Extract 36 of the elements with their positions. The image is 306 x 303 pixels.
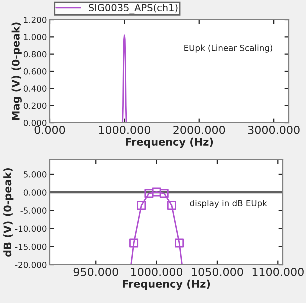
annotation: EUpk (Linear Scaling) — [184, 44, 272, 53]
point — [152, 188, 162, 197]
y-tick-label: 1.200 — [24, 16, 47, 24]
point — [160, 189, 169, 198]
y-tick-label: -10.000 — [15, 226, 47, 232]
x-tick-label: 1100.000 — [252, 268, 304, 276]
point — [167, 201, 176, 210]
x-axis-title: Frequency (Hz) — [126, 138, 214, 148]
y-tick-label: 1.000 — [24, 34, 47, 40]
point — [144, 189, 154, 198]
point — [137, 201, 146, 210]
x-tick-label: 2000.000 — [174, 126, 226, 134]
y-tick-label: 5.000 — [24, 171, 47, 178]
x-tick-label: 3000.000 — [248, 126, 300, 134]
y-tick-label: 0.600 — [24, 68, 47, 75]
line-series — [122, 34, 128, 123]
y-tick-label: -20.000 — [15, 262, 47, 268]
x-tick-label: 1000.000 — [99, 126, 150, 134]
point — [175, 238, 184, 248]
y-tick-label: -15.000 — [15, 244, 47, 250]
annotation: display in dB EUpk — [190, 200, 268, 208]
y-axis-title: Mag (V) (0-peak) — [12, 22, 22, 120]
x-tick-label: 1000.000 — [132, 268, 183, 276]
legend-label: SIG0035_APS(ch1) — [89, 4, 178, 14]
x-tick-label: 0.000 — [34, 126, 66, 134]
y-tick-label: 0.800 — [24, 51, 47, 58]
x-tick-label: 1050.000 — [192, 268, 244, 276]
x-tick-label: 950.000 — [74, 268, 118, 276]
y-tick-label: 0.000 — [24, 190, 47, 196]
y-tick-label: 0.000 — [24, 120, 47, 126]
y-axis-title: dB (V) (0-peak) — [4, 168, 14, 257]
point — [130, 238, 139, 248]
y-tick-label: -5.000 — [20, 208, 47, 214]
y-tick-label: 0.200 — [24, 102, 47, 110]
y-tick-label: 0.400 — [24, 86, 47, 92]
x-axis-title: Frequency (Hz) — [123, 280, 210, 290]
